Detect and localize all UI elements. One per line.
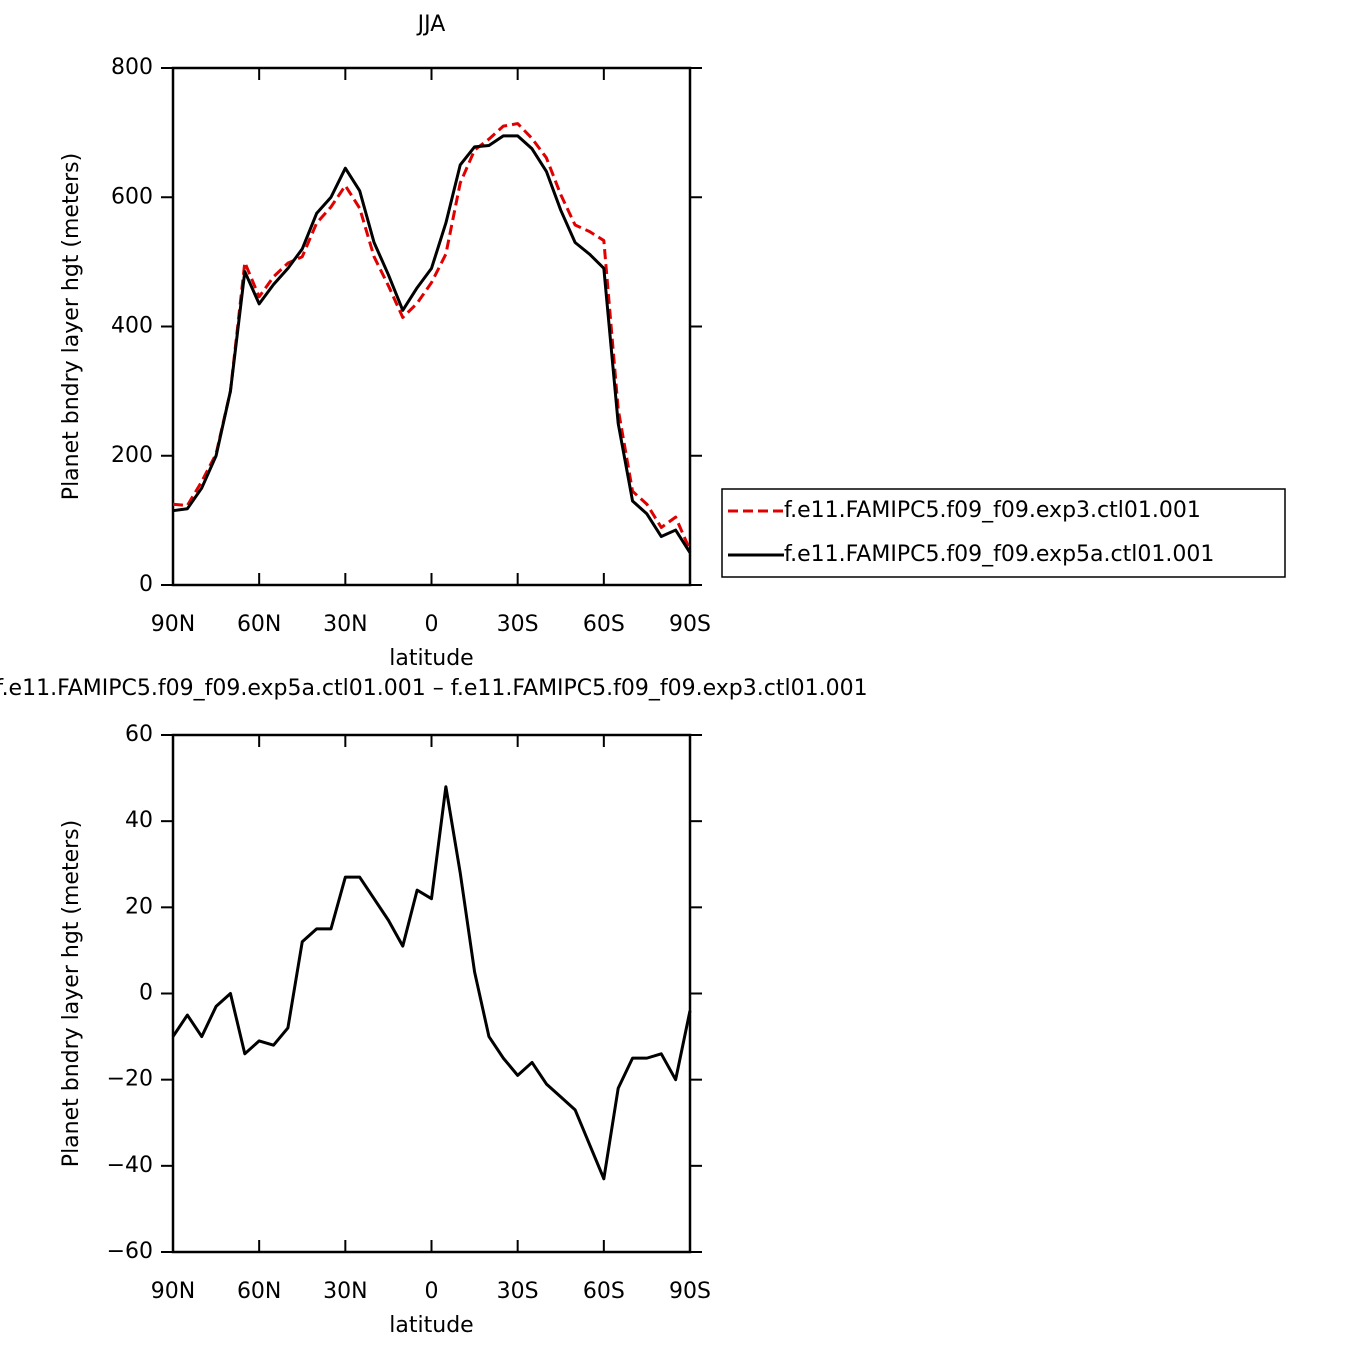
y-tick-label: −40 — [107, 1153, 153, 1178]
x-tick-label: 30N — [323, 612, 367, 637]
chart-title: JJA — [416, 12, 446, 37]
y-tick-label: 400 — [111, 314, 153, 339]
x-tick-label: 60N — [237, 612, 281, 637]
x-tick-label: 60S — [583, 1279, 625, 1304]
y-tick-label: 40 — [125, 808, 153, 833]
y-tick-label: 200 — [111, 443, 153, 468]
x-axis-label: latitude — [389, 1313, 473, 1338]
legend-label: f.e11.FAMIPC5.f09_f09.exp3.ctl01.001 — [784, 498, 1201, 523]
x-tick-label: 30S — [497, 612, 539, 637]
plot-frame — [171, 733, 692, 1254]
x-tick-label: 30N — [323, 1279, 367, 1304]
x-tick-label: 90S — [669, 1279, 711, 1304]
x-tick-label: 60N — [237, 1279, 281, 1304]
chart-title: f.e11.FAMIPC5.f09_f09.exp5a.ctl01.001 – … — [0, 676, 868, 701]
data-line — [172, 122, 692, 551]
y-tick-label: 0 — [139, 981, 153, 1006]
data-line — [171, 785, 692, 1181]
y-axis-label: Planet bndry layer hgt (meters) — [59, 153, 84, 500]
x-tick-label: 90S — [669, 612, 711, 637]
y-axis-label: Planet bndry layer hgt (meters) — [59, 820, 84, 1167]
y-tick-label: −60 — [107, 1239, 153, 1264]
y-tick-label: 600 — [111, 184, 153, 209]
y-tick-label: −20 — [107, 1067, 153, 1092]
y-tick-label: 0 — [139, 572, 153, 597]
data-line — [172, 134, 692, 554]
x-tick-label: 0 — [425, 612, 439, 637]
legend-box — [721, 488, 1286, 578]
x-tick-label: 60S — [583, 612, 625, 637]
x-tick-label: 0 — [425, 1279, 439, 1304]
legend-label: f.e11.FAMIPC5.f09_f09.exp5a.ctl01.001 — [784, 542, 1214, 567]
y-tick-label: 60 — [125, 722, 153, 747]
x-axis-label: latitude — [389, 646, 473, 671]
y-tick-label: 20 — [125, 894, 153, 919]
y-tick-label: 800 — [111, 55, 153, 80]
x-tick-label: 90N — [151, 1279, 195, 1304]
x-tick-label: 30S — [497, 1279, 539, 1304]
x-tick-label: 90N — [151, 612, 195, 637]
